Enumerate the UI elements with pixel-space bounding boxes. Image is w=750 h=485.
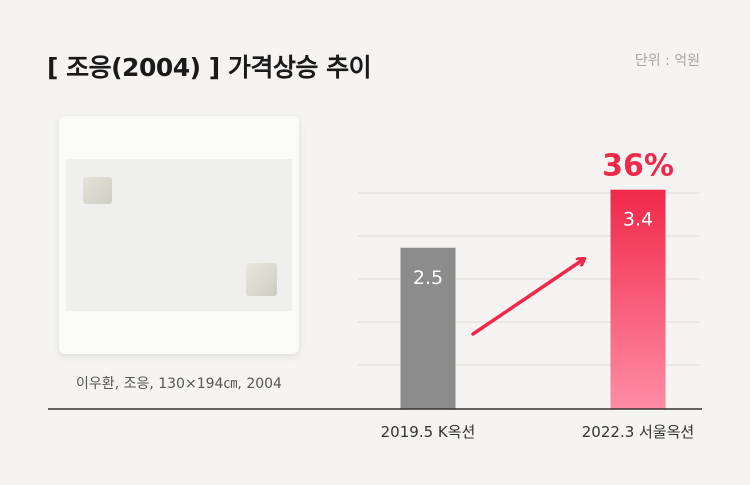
artwork-stroke-lower (246, 263, 277, 296)
artwork-stroke-upper (83, 177, 112, 204)
bar-value-label: 2.5 (413, 267, 443, 289)
artwork-canvas (66, 159, 292, 311)
unit-label: 단위 : 억원 (634, 53, 700, 69)
x-tick-label: 2019.5 K옥션 (381, 423, 476, 441)
artwork-image (59, 116, 299, 354)
growth-percent: 36% (602, 149, 674, 184)
bar-value-label: 3.4 (623, 209, 653, 231)
bar-2 (610, 189, 666, 409)
page-title: [ 조응(2004) ] 가격상승 추이 (47, 53, 372, 82)
x-tick-label: 2022.3 서울옥션 (582, 423, 694, 441)
trend-arrow (471, 259, 584, 336)
bar-1 (400, 247, 456, 409)
artwork-caption: 이우환, 조응, 130×194㎝, 2004 (76, 376, 282, 392)
bars (400, 189, 666, 409)
